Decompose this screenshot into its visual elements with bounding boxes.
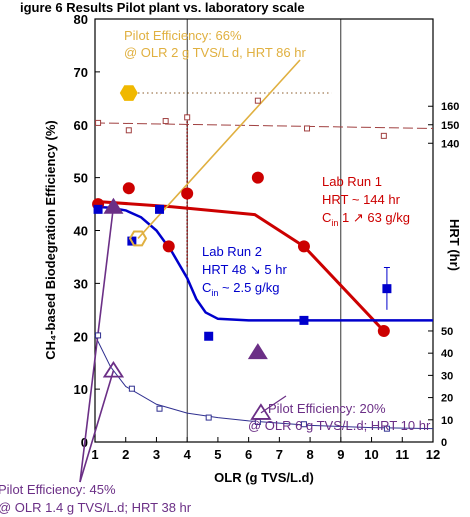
hrt-lower-point <box>383 425 390 432</box>
y-tick-label: 80 <box>74 12 88 27</box>
y2-tick-label: 10 <box>441 415 453 427</box>
y-tick-label: 70 <box>74 65 88 80</box>
y-tick-label: 60 <box>74 118 88 133</box>
data-points <box>92 85 392 432</box>
y2-tick-label: 30 <box>441 370 453 382</box>
figure-caption: igure 6 Results Pilot plant vs. laborato… <box>20 0 305 15</box>
secondary-y-axis-label: HRT (hr) <box>447 219 462 271</box>
hrt-lower-point <box>128 385 135 392</box>
lab-run-2-point <box>204 331 214 341</box>
y2-tick-label: 160 <box>441 101 459 113</box>
x-tick-label: 7 <box>276 447 283 462</box>
y-tick-label: 20 <box>74 329 88 344</box>
lab-run-2-fit-line <box>94 205 433 322</box>
x-tick-label: 6 <box>245 447 252 462</box>
y-axis-ticks: 01020304050607080 <box>74 12 100 450</box>
y-tick-label: 40 <box>74 224 88 239</box>
x-tick-label: 9 <box>337 447 344 462</box>
pilot-45-connector-efficiency <box>79 206 115 483</box>
y2-tick-label: 20 <box>441 393 453 405</box>
x-axis-ticks: 1 2 3 4 5 6 7 8 9 10 11 12 <box>91 437 440 462</box>
lab-run-1-range: 1 ↗ 63 g/kg <box>338 210 410 225</box>
x-tick-label: 4 <box>184 447 192 462</box>
lab-run-2-point <box>382 284 392 294</box>
x-tick-label: 10 <box>364 447 378 462</box>
hrt-lower-point <box>95 332 102 339</box>
pilot-20-line1: Pilot Efficiency: 20% <box>268 401 386 416</box>
hrt-upper-point <box>125 127 132 134</box>
pilot-efficiency-triangle <box>247 343 268 360</box>
lab-run-1-sub: in <box>331 218 338 228</box>
hrt-upper-point <box>380 132 387 139</box>
x-tick-label: 1 <box>91 447 98 462</box>
hrt-lower-point <box>156 405 163 412</box>
pilot-45-connector-hrt <box>79 370 115 483</box>
lab-run-2-hrt: HRT 48 ↘ 5 hr <box>202 262 288 277</box>
y-tick-label: 10 <box>74 382 88 397</box>
fit-lines <box>94 122 434 430</box>
hrt-upper-point <box>95 119 102 126</box>
hrt-upper-point <box>254 97 261 104</box>
lab-run-1-point <box>122 182 135 195</box>
lab-run-2-point <box>155 204 165 214</box>
lab-run-1-hrt: HRT ~ 144 hr <box>322 192 401 207</box>
x-tick-label: 11 <box>395 447 409 462</box>
x-axis-label: OLR (g TVS/L.d) <box>214 470 314 485</box>
hrt-upper-point <box>184 114 191 121</box>
pilot-66-line1: Pilot Efficiency: 66% <box>124 28 242 43</box>
lab-run-2-point <box>299 315 309 325</box>
lab-run-1-point <box>181 187 194 200</box>
lab-run-2-c: C <box>202 280 211 295</box>
pilot-20-line2: @ OLR 6 g TVS/L.d; HRT 10 hr <box>248 418 431 433</box>
lab-run-1-point <box>377 324 390 337</box>
vertical-reference-lines <box>138 19 342 442</box>
hrt-lower-point <box>205 414 212 421</box>
pilot-45-line2: @ OLR 1.4 g TVS/L.d; HRT 38 hr <box>0 500 192 515</box>
y-tick-label: 50 <box>74 171 88 186</box>
lab-run-1-c: C <box>322 210 331 225</box>
lab-run-2-sub: in <box>211 288 218 298</box>
lab-run-1-point <box>251 171 264 184</box>
pilot-66-hrt-hexagon <box>128 230 148 247</box>
y2-tick-label: 140 <box>441 138 459 150</box>
x-tick-label: 8 <box>306 447 313 462</box>
x-tick-label: 3 <box>153 447 160 462</box>
pilot-66-connector <box>137 59 301 239</box>
lab-run-2-cin: Cin ~ 2.5 g/kg <box>202 280 279 298</box>
hrt-lower-fit-line <box>94 335 434 430</box>
pilot-hrt-triangle <box>102 360 125 378</box>
lab-run-2-range: ~ 2.5 g/kg <box>218 280 279 295</box>
hrt-upper-fit-line <box>94 122 434 129</box>
pilot-66-hexagon <box>119 85 138 101</box>
lab-run-2-title: Lab Run 2 <box>202 244 262 259</box>
lab-run-2-point <box>93 204 103 214</box>
pilot-66-line2: @ OLR 2 g TVS/L d, HRT 86 hr <box>124 45 306 60</box>
lab-run-1-title: Lab Run 1 <box>322 174 382 189</box>
hrt-upper-point <box>304 125 311 132</box>
pilot-45-line1: Pilot Efficiency: 45% <box>0 482 116 497</box>
y2-tick-label: 40 <box>441 348 453 360</box>
y2-tick-label: 50 <box>441 326 453 338</box>
pilot-hrt-triangle <box>250 403 272 420</box>
lab-run-1-point <box>162 240 175 253</box>
y2-tick-label: 0 <box>441 437 447 449</box>
x-tick-label: 2 <box>122 447 129 462</box>
x-tick-label: 12 <box>426 447 440 462</box>
lab-run-1-fit-line <box>94 199 385 332</box>
y2-tick-label: 150 <box>441 120 459 132</box>
hrt-lower-point <box>300 421 307 428</box>
hrt-upper-point <box>162 118 169 125</box>
y-axis-label: CH₄-based Biodegration Efficiency (%) <box>43 120 58 360</box>
lab-run-1-point <box>297 240 310 253</box>
pilot-efficiency-triangle <box>103 197 124 214</box>
x-tick-label: 5 <box>214 447 221 462</box>
lab-run-1-cin: Cin 1 ↗ 63 g/kg <box>322 210 410 228</box>
secondary-axis-ticks: 140 150 160 0 10 20 30 40 50 <box>428 101 459 449</box>
y-tick-label: 30 <box>74 276 88 291</box>
